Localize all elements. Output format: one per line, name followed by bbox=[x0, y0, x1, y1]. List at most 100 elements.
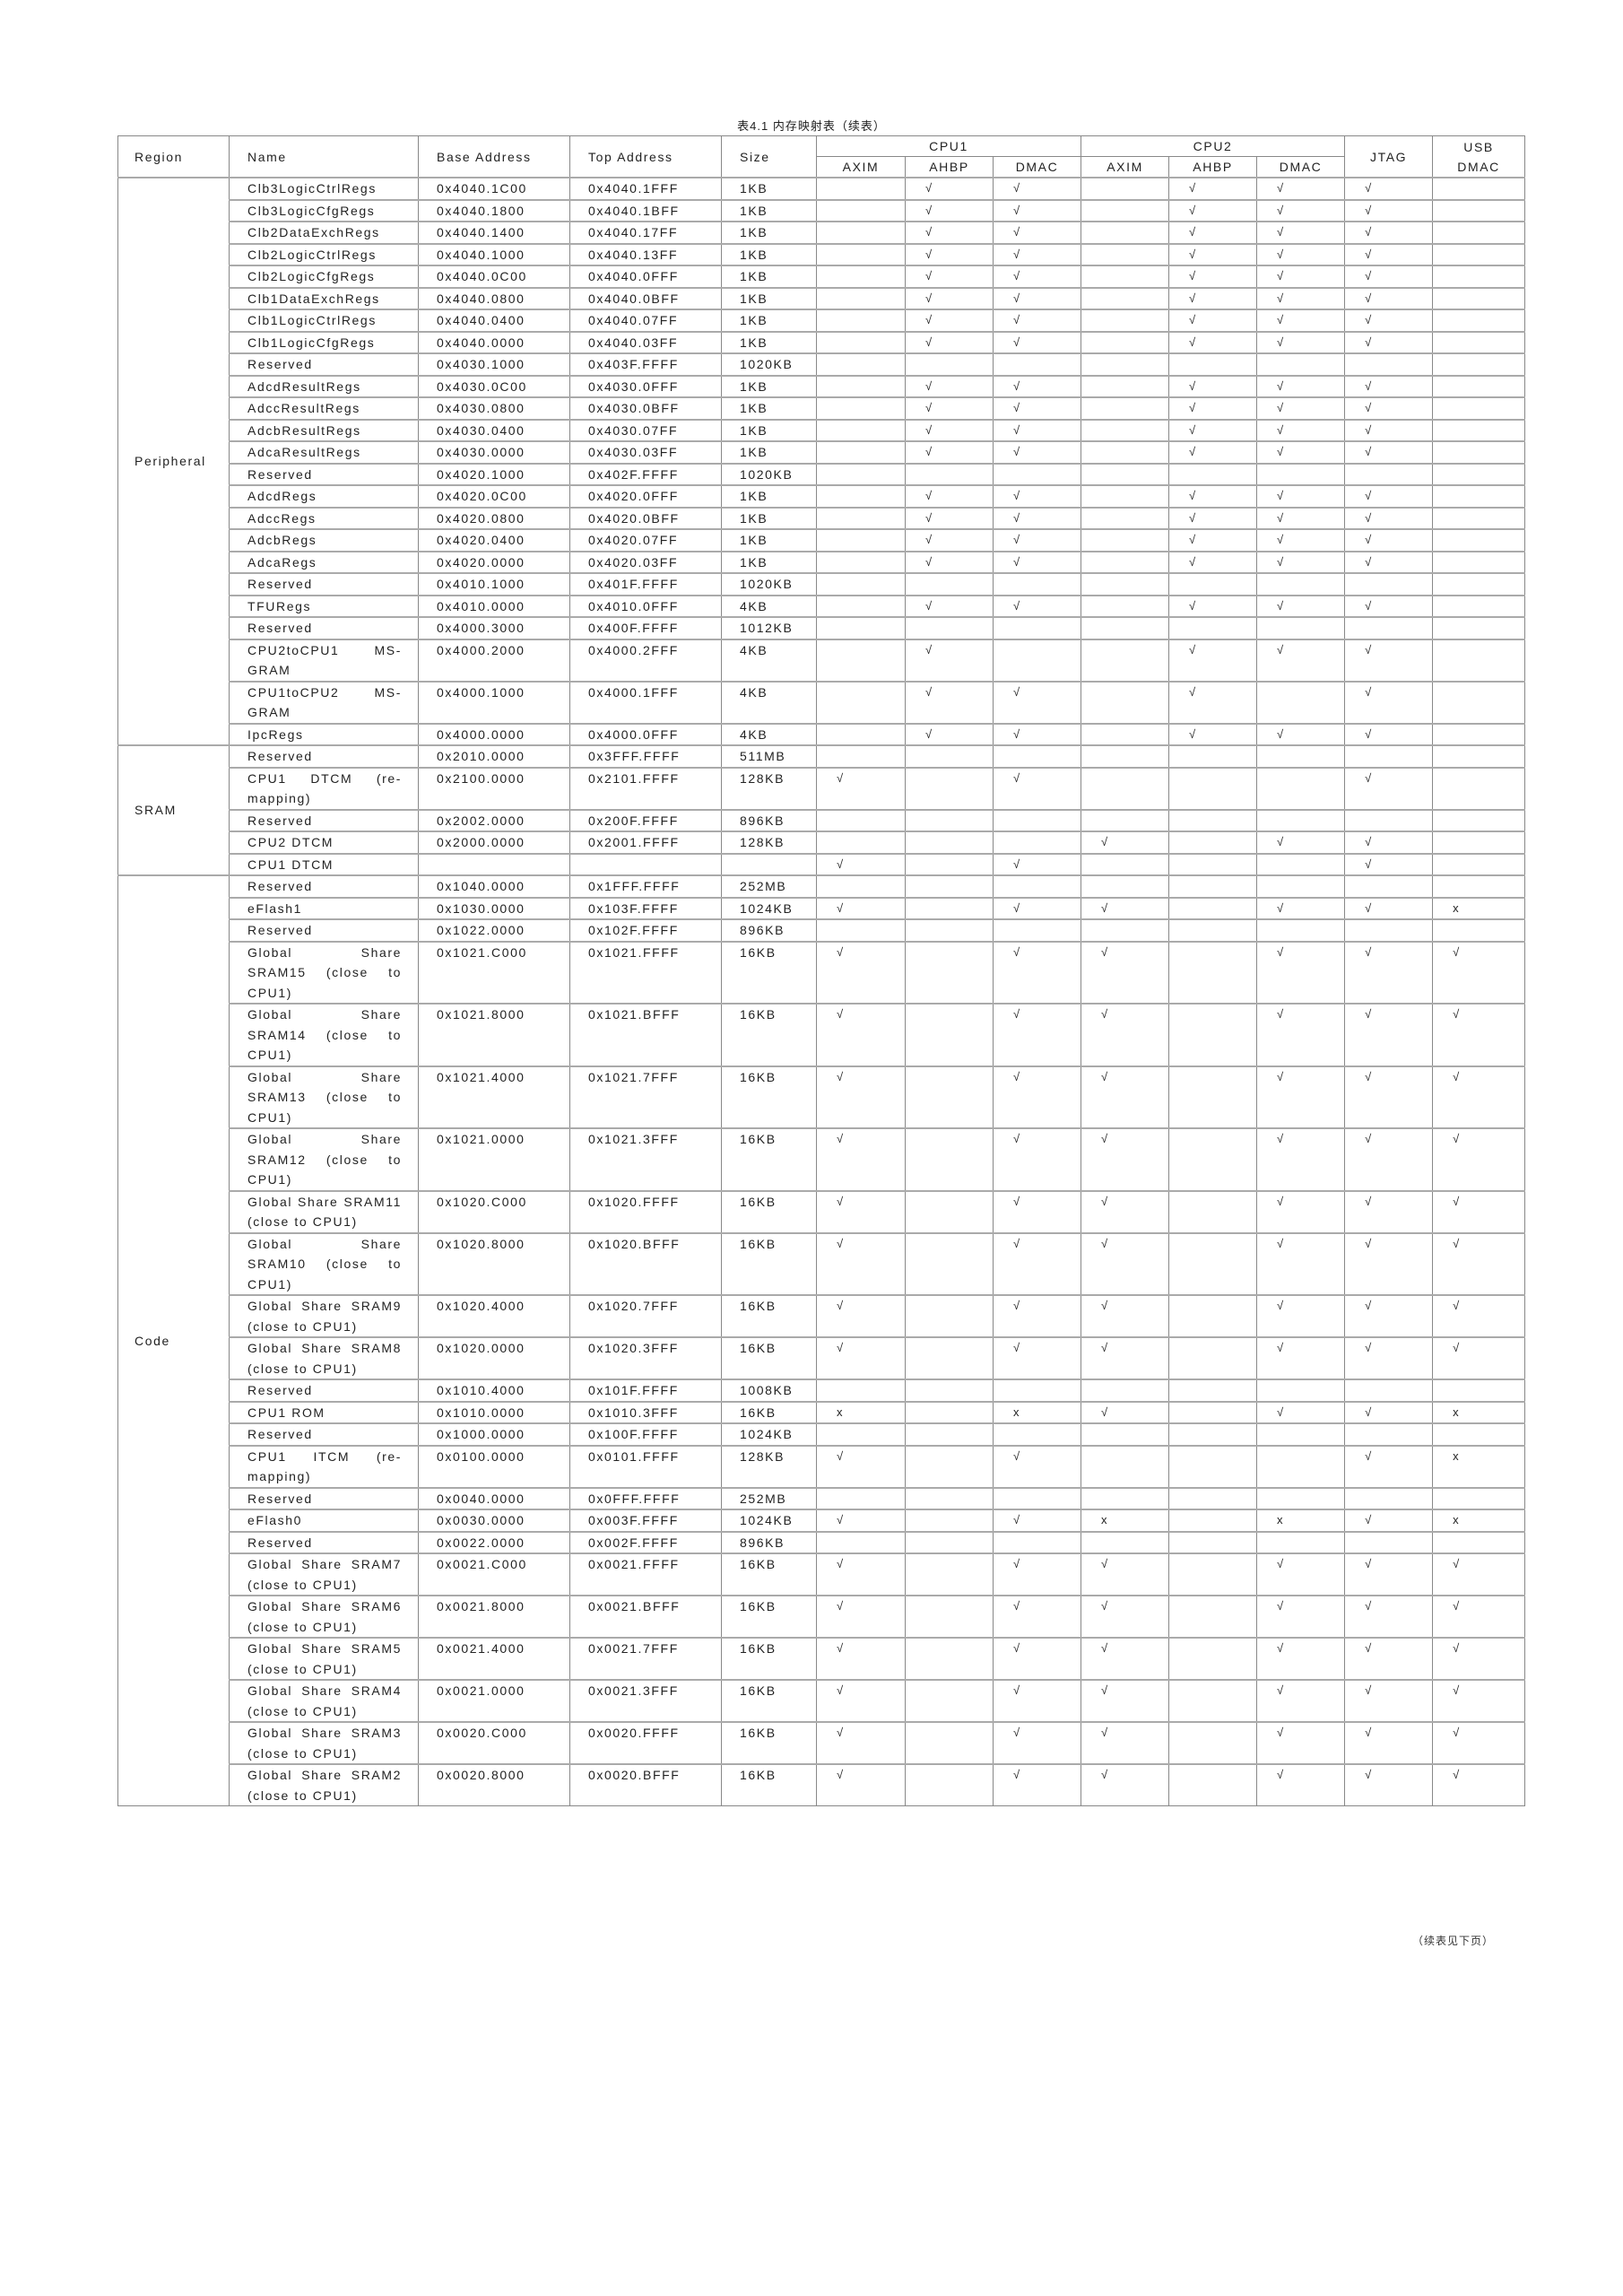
base-address-cell: 0x4040.0800 bbox=[418, 287, 570, 310]
access-cell bbox=[992, 572, 1082, 596]
access-cell bbox=[1432, 639, 1526, 682]
size-cell: 1020KB bbox=[721, 352, 817, 376]
top-address-cell: 0x4020.07FF bbox=[569, 528, 722, 552]
name-text: CPU1 ITCM (re-mapping) bbox=[247, 1448, 402, 1484]
access-cell bbox=[816, 309, 906, 332]
check-mark-cell: √ bbox=[1344, 853, 1434, 876]
access-cell bbox=[1344, 1378, 1434, 1402]
header-cpu2-dmac: DMAC bbox=[1256, 156, 1346, 178]
access-cell bbox=[905, 1401, 994, 1424]
size-cell: 1KB bbox=[721, 419, 817, 442]
name-text: Global Share SRAM4 (close to CPU1) bbox=[247, 1683, 402, 1718]
name-text: Clb2LogicCtrlRegs bbox=[247, 247, 377, 262]
check-mark-cell: √ bbox=[1168, 595, 1258, 618]
cross-mark-cell: x bbox=[1432, 1509, 1526, 1532]
table-row: SRAM Reserved 0x2010.0000 0x3FFF.FFFF 511MB bbox=[117, 744, 1526, 876]
name-text: Global Share SRAM12 (close to CPU1) bbox=[247, 1132, 402, 1187]
check-mark-cell: √ bbox=[1081, 1232, 1170, 1296]
access-cell bbox=[1168, 918, 1258, 942]
check-mark-cell: √ bbox=[1081, 1595, 1170, 1639]
region-cell: Code bbox=[117, 874, 230, 1806]
table-row: Reserved 0x1000.0000 0x100F.FFFF 1024KB bbox=[117, 1422, 1526, 1446]
access-cell bbox=[905, 1721, 994, 1765]
table-row: Global Share SRAM2 (close to CPU1) 0x0020… bbox=[117, 1763, 1526, 1806]
check-mark-cell: √ bbox=[1256, 440, 1346, 464]
name-cell: Reserved bbox=[229, 918, 419, 942]
name-text: Reserved bbox=[247, 813, 313, 828]
access-cell bbox=[1432, 681, 1526, 724]
check-mark-cell: √ bbox=[992, 507, 1082, 530]
base-address-cell: 0x1010.4000 bbox=[418, 1378, 570, 1402]
check-mark-cell: √ bbox=[816, 1065, 906, 1129]
size-cell: 1008KB bbox=[721, 1378, 817, 1402]
name-text: Reserved bbox=[247, 923, 313, 937]
check-mark-cell: √ bbox=[816, 1336, 906, 1380]
table-row: Clb2DataExchRegs 0x4040.1400 0x4040.17FF 1K… bbox=[117, 221, 1526, 244]
access-cell bbox=[1344, 1531, 1434, 1554]
check-mark-cell: √ bbox=[1256, 484, 1346, 508]
check-mark-cell: √ bbox=[1344, 221, 1434, 244]
size-cell: 4KB bbox=[721, 595, 817, 618]
size-cell: 1KB bbox=[721, 507, 817, 530]
size-cell: 128KB bbox=[721, 767, 817, 810]
table-row: CPU1 DTCM √ √ √ bbox=[117, 853, 1526, 876]
table-caption: 表4.1 内存映射表（续表） bbox=[737, 119, 886, 133]
name-cell: Clb1LogicCfgRegs bbox=[229, 331, 419, 354]
name-text: Global Share SRAM7 (close to CPU1) bbox=[247, 1557, 402, 1592]
check-mark-cell: √ bbox=[992, 309, 1082, 332]
access-cell bbox=[905, 809, 994, 832]
size-cell: 1020KB bbox=[721, 463, 817, 486]
access-cell bbox=[905, 853, 994, 876]
check-mark-cell: √ bbox=[992, 1721, 1082, 1765]
top-address-cell: 0x1020.FFFF bbox=[569, 1190, 722, 1233]
access-cell bbox=[1081, 396, 1170, 420]
access-cell bbox=[1432, 507, 1526, 530]
name-text: IpcRegs bbox=[247, 726, 304, 742]
check-mark-cell: √ bbox=[1256, 287, 1346, 310]
access-cell bbox=[1344, 352, 1434, 376]
access-cell bbox=[1081, 681, 1170, 724]
table-row: Reserved 0x4030.1000 0x403F.FFFF 1020KB bbox=[117, 352, 1526, 376]
access-cell bbox=[1432, 918, 1526, 942]
name-text: Reserved bbox=[247, 879, 313, 893]
header-top-address: Top Address bbox=[569, 135, 722, 178]
check-mark-cell: √ bbox=[1256, 1552, 1346, 1596]
header-name: Name bbox=[229, 135, 419, 178]
check-mark-cell: √ bbox=[816, 1127, 906, 1191]
check-mark-cell: √ bbox=[1168, 507, 1258, 530]
check-mark-cell: √ bbox=[1168, 309, 1258, 332]
access-cell bbox=[905, 1190, 994, 1233]
access-cell bbox=[1168, 1763, 1258, 1806]
table-row: AdcaResultRegs 0x4030.0000 0x4030.03FF 1KB √… bbox=[117, 440, 1526, 464]
access-cell bbox=[1256, 744, 1346, 768]
top-address-cell: 0x4020.0BFF bbox=[569, 507, 722, 530]
top-address-cell: 0x1FFF.FFFF bbox=[569, 874, 722, 898]
name-text: eFlash0 bbox=[247, 1513, 303, 1527]
check-mark-cell: √ bbox=[816, 1679, 906, 1723]
top-address-cell: 0x4020.03FF bbox=[569, 551, 722, 574]
check-mark-cell: √ bbox=[905, 265, 994, 288]
base-address-cell: 0x4040.0400 bbox=[418, 309, 570, 332]
access-cell bbox=[816, 331, 906, 354]
table-row: Global Share SRAM10 (close to CPU1) 0x102… bbox=[117, 1232, 1526, 1296]
table-row: Reserved 0x2002.0000 0x200F.FFFF 896KB bbox=[117, 809, 1526, 832]
check-mark-cell: √ bbox=[992, 243, 1082, 266]
check-mark-cell: √ bbox=[992, 396, 1082, 420]
name-text: Reserved bbox=[247, 1491, 313, 1506]
check-mark-cell: √ bbox=[905, 243, 994, 266]
check-mark-cell: √ bbox=[905, 551, 994, 574]
base-address-cell: 0x0022.0000 bbox=[418, 1531, 570, 1554]
access-cell bbox=[816, 528, 906, 552]
base-address-cell: 0x4030.0800 bbox=[418, 396, 570, 420]
access-cell bbox=[905, 1487, 994, 1510]
check-mark-cell: √ bbox=[816, 767, 906, 810]
cross-mark-cell: x bbox=[1081, 1509, 1170, 1532]
check-mark-cell: √ bbox=[1081, 1401, 1170, 1424]
access-cell bbox=[1432, 177, 1526, 200]
check-mark-cell: √ bbox=[905, 723, 994, 746]
base-address-cell: 0x1022.0000 bbox=[418, 918, 570, 942]
access-cell bbox=[1432, 874, 1526, 898]
access-cell bbox=[1081, 440, 1170, 464]
access-cell bbox=[816, 831, 906, 854]
access-cell bbox=[1432, 744, 1526, 768]
